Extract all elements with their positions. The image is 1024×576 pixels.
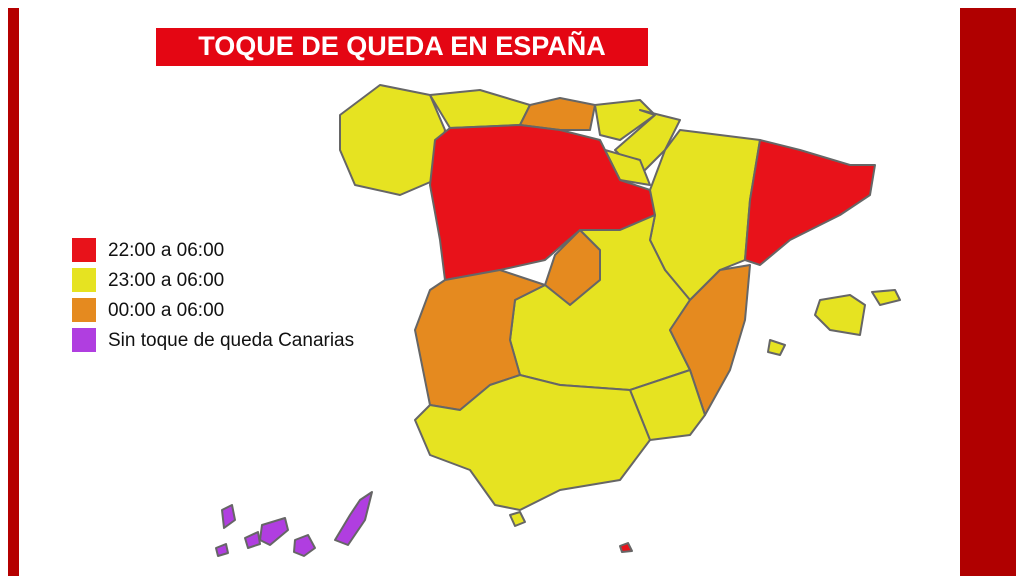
legend-swatch	[72, 298, 96, 322]
galicia	[339, 84, 446, 196]
andalucia	[414, 374, 651, 511]
canarias	[259, 517, 289, 546]
asturias	[429, 89, 531, 129]
ibiza	[767, 339, 786, 356]
canarias	[244, 531, 261, 549]
menorca	[871, 289, 901, 306]
legend-label: 00:00 a 06:00	[108, 300, 224, 321]
legend-label: 23:00 a 06:00	[108, 270, 224, 291]
canarias	[221, 504, 236, 529]
map	[215, 84, 901, 557]
canarias	[215, 543, 229, 557]
ceuta	[509, 511, 526, 527]
legend-swatch	[72, 268, 96, 292]
title: TOQUE DE QUEDA EN ESPAÑA	[198, 30, 606, 61]
left-bar	[8, 8, 19, 576]
legend-label: 22:00 a 06:00	[108, 240, 224, 261]
canarias	[293, 534, 316, 557]
mallorca	[814, 294, 866, 336]
cantabria	[519, 97, 596, 131]
legend-label: Sin toque de queda Canarias	[108, 330, 354, 351]
melilla	[619, 542, 633, 553]
right-bar	[960, 8, 1016, 576]
canarias	[334, 491, 373, 546]
title-box	[156, 28, 648, 66]
legend-swatch	[72, 238, 96, 262]
legend: 22:00 a 06:00 23:00 a 06:00 00:00 a 06:0…	[72, 238, 354, 352]
cataluna	[744, 139, 876, 266]
legend-swatch	[72, 328, 96, 352]
